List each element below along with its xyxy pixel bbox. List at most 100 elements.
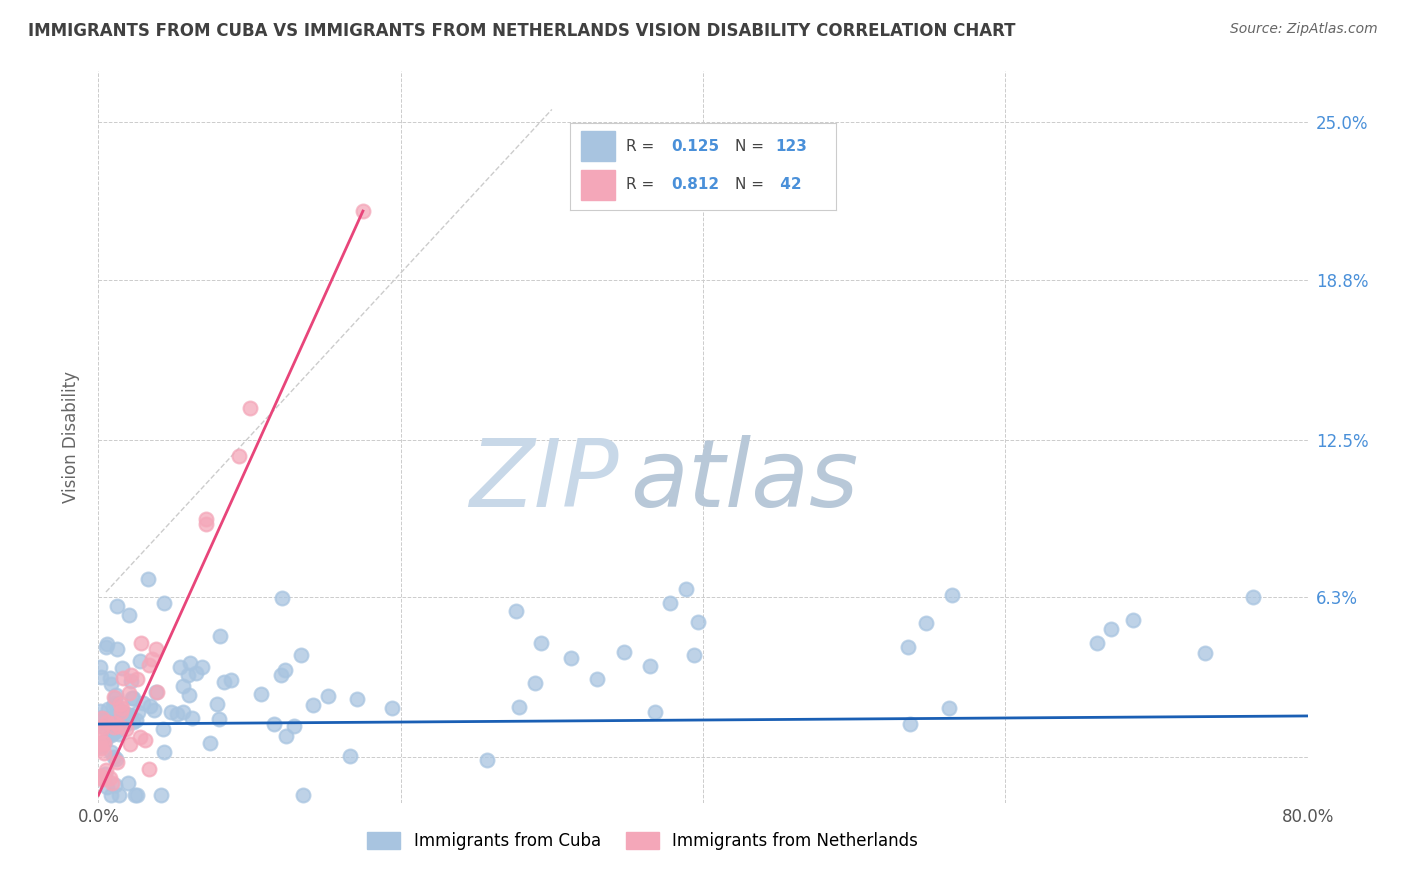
Point (94, 763, 117, 777)
Point (191, 659, 214, 673)
Point (93, 713, 115, 727)
Point (941, 588, 963, 602)
Point (208, 629, 231, 643)
Point (110, 661, 132, 675)
Point (108, 788, 131, 802)
Point (117, 776, 139, 790)
Point (111, 671, 134, 685)
Point (98, 671, 121, 685)
Point (121, 690, 143, 705)
Point (90, 770, 112, 784)
Point (195, 512, 218, 526)
Point (108, 714, 131, 729)
Point (1241, 590, 1264, 604)
Point (97, 702, 120, 716)
Point (122, 714, 145, 729)
Point (96, 780, 118, 794)
Point (118, 707, 141, 722)
Y-axis label: Vision Disability: Vision Disability (62, 371, 80, 503)
Point (153, 745, 176, 759)
Point (118, 685, 141, 699)
Point (274, 664, 297, 678)
Point (121, 668, 143, 682)
Point (104, 723, 127, 738)
Point (105, 599, 128, 613)
Point (105, 689, 128, 703)
Point (90, 739, 112, 754)
Point (291, 788, 314, 802)
Point (560, 651, 582, 665)
Point (101, 699, 124, 714)
Point (114, 717, 136, 731)
Point (194, 517, 217, 532)
Point (100, 677, 122, 691)
Point (897, 640, 920, 654)
Point (103, 714, 125, 729)
Point (938, 700, 960, 714)
Point (105, 642, 128, 657)
Point (505, 605, 527, 619)
Point (530, 636, 553, 650)
Point (93, 733, 115, 747)
Point (198, 736, 221, 750)
Point (111, 708, 134, 723)
Point (475, 753, 498, 767)
Point (221, 673, 243, 688)
Point (205, 697, 228, 711)
Point (100, 745, 122, 759)
Point (1087, 636, 1109, 650)
Point (91, 720, 114, 734)
Point (127, 706, 149, 720)
Point (104, 779, 127, 793)
Point (104, 691, 127, 706)
Point (96, 714, 118, 729)
Point (89, 660, 111, 674)
Point (94, 766, 117, 780)
Point (132, 696, 155, 710)
Point (179, 656, 201, 670)
Point (90, 724, 112, 739)
Point (228, 449, 250, 463)
Point (89, 715, 111, 730)
Point (124, 788, 146, 802)
Point (176, 668, 198, 682)
Point (105, 706, 128, 720)
Point (352, 204, 374, 219)
Point (613, 645, 636, 659)
Point (112, 705, 135, 719)
Point (1194, 646, 1216, 660)
Point (103, 690, 125, 704)
Point (675, 582, 697, 597)
Point (139, 698, 162, 713)
Point (152, 722, 174, 736)
Point (120, 673, 142, 688)
Point (91, 719, 114, 733)
Point (117, 607, 139, 622)
Point (179, 688, 201, 702)
Point (172, 679, 194, 693)
Text: atlas: atlas (630, 435, 859, 526)
Point (172, 705, 194, 719)
Point (346, 692, 368, 706)
Point (682, 648, 704, 662)
Point (91, 772, 114, 786)
Point (239, 401, 262, 416)
Point (644, 706, 666, 720)
Text: Source: ZipAtlas.com: Source: ZipAtlas.com (1230, 22, 1378, 37)
Point (110, 705, 132, 719)
Point (138, 762, 160, 776)
Point (915, 615, 938, 630)
Point (143, 702, 166, 716)
Point (125, 713, 148, 727)
Legend: Immigrants from Cuba, Immigrants from Netherlands: Immigrants from Cuba, Immigrants from Ne… (360, 825, 925, 856)
Point (136, 572, 159, 586)
Point (339, 749, 361, 764)
Point (107, 720, 129, 734)
Point (263, 717, 285, 731)
Point (290, 648, 312, 662)
Point (104, 697, 127, 711)
Point (103, 749, 125, 764)
Point (122, 690, 145, 705)
Point (131, 636, 153, 650)
Point (169, 660, 191, 674)
